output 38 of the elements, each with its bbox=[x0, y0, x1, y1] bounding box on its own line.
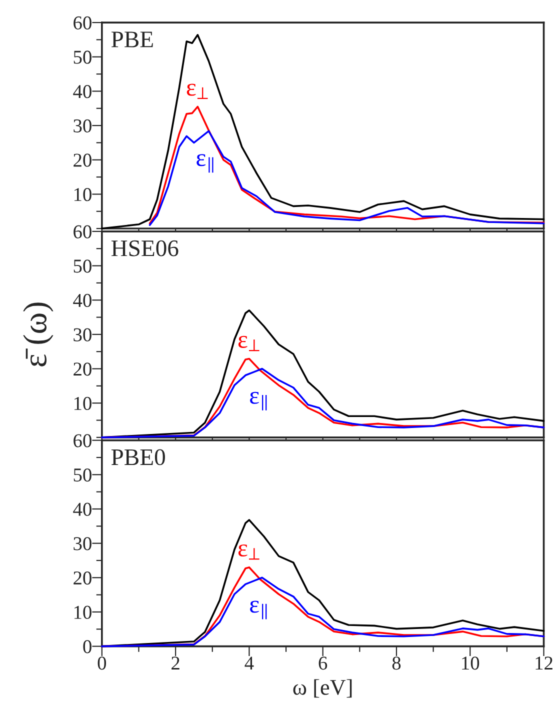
y-tick-label: 20 bbox=[74, 571, 92, 585]
y-axis-title: ε̄ (ω) bbox=[23, 302, 54, 366]
annotation: ε$_{∥}$ bbox=[196, 154, 214, 173]
y-tick-label: 60 bbox=[74, 225, 92, 238]
y-tick-label: 50 bbox=[74, 468, 92, 482]
y-tick-label: 10 bbox=[74, 396, 92, 410]
chart-title: PBE bbox=[111, 32, 153, 48]
y-tick-label: 10 bbox=[74, 188, 92, 202]
x-tick-label: 8 bbox=[392, 656, 401, 670]
x-tick-label: 12 bbox=[536, 656, 552, 670]
y-tick-label: 50 bbox=[74, 50, 92, 64]
y-tick-label: 50 bbox=[74, 260, 92, 273]
annotation: ε$_{∥}$ bbox=[250, 600, 267, 620]
x-tick-label: 6 bbox=[318, 656, 328, 670]
x-tick-label: 10 bbox=[462, 656, 480, 670]
x-axis-title: ω [eV] bbox=[293, 679, 352, 698]
y-tick-label: 30 bbox=[74, 328, 92, 342]
y-tick-label: 40 bbox=[73, 502, 92, 516]
y-tick-label: 60 bbox=[74, 434, 92, 448]
y-tick-label: 20 bbox=[74, 362, 92, 376]
y-tick-label: 0 bbox=[83, 640, 92, 654]
x-tick-label: 4 bbox=[244, 656, 254, 670]
x-tick-label: 2 bbox=[172, 656, 180, 670]
y-tick-label: 10 bbox=[74, 606, 92, 619]
y-tick-label: 40 bbox=[73, 85, 92, 98]
chart-title: PBE0 bbox=[111, 449, 165, 466]
annotation: ε$_{⊥}$ bbox=[238, 336, 260, 352]
y-tick-label: 60 bbox=[74, 16, 92, 30]
annotation: ε$_{⊥}$ bbox=[238, 544, 260, 560]
annotation: ε$_{⊥}$ bbox=[186, 84, 208, 99]
annotation: ε$_{∥}$ bbox=[250, 392, 267, 410]
y-tick-label: 40 bbox=[73, 294, 92, 308]
y-tick-label: 30 bbox=[74, 537, 92, 550]
x-tick-label: 0 bbox=[98, 656, 106, 670]
y-tick-label: 30 bbox=[74, 119, 92, 132]
line-series bbox=[148, 130, 545, 226]
chart-title: HSE06 bbox=[111, 240, 178, 256]
y-tick-label: 20 bbox=[74, 154, 92, 167]
